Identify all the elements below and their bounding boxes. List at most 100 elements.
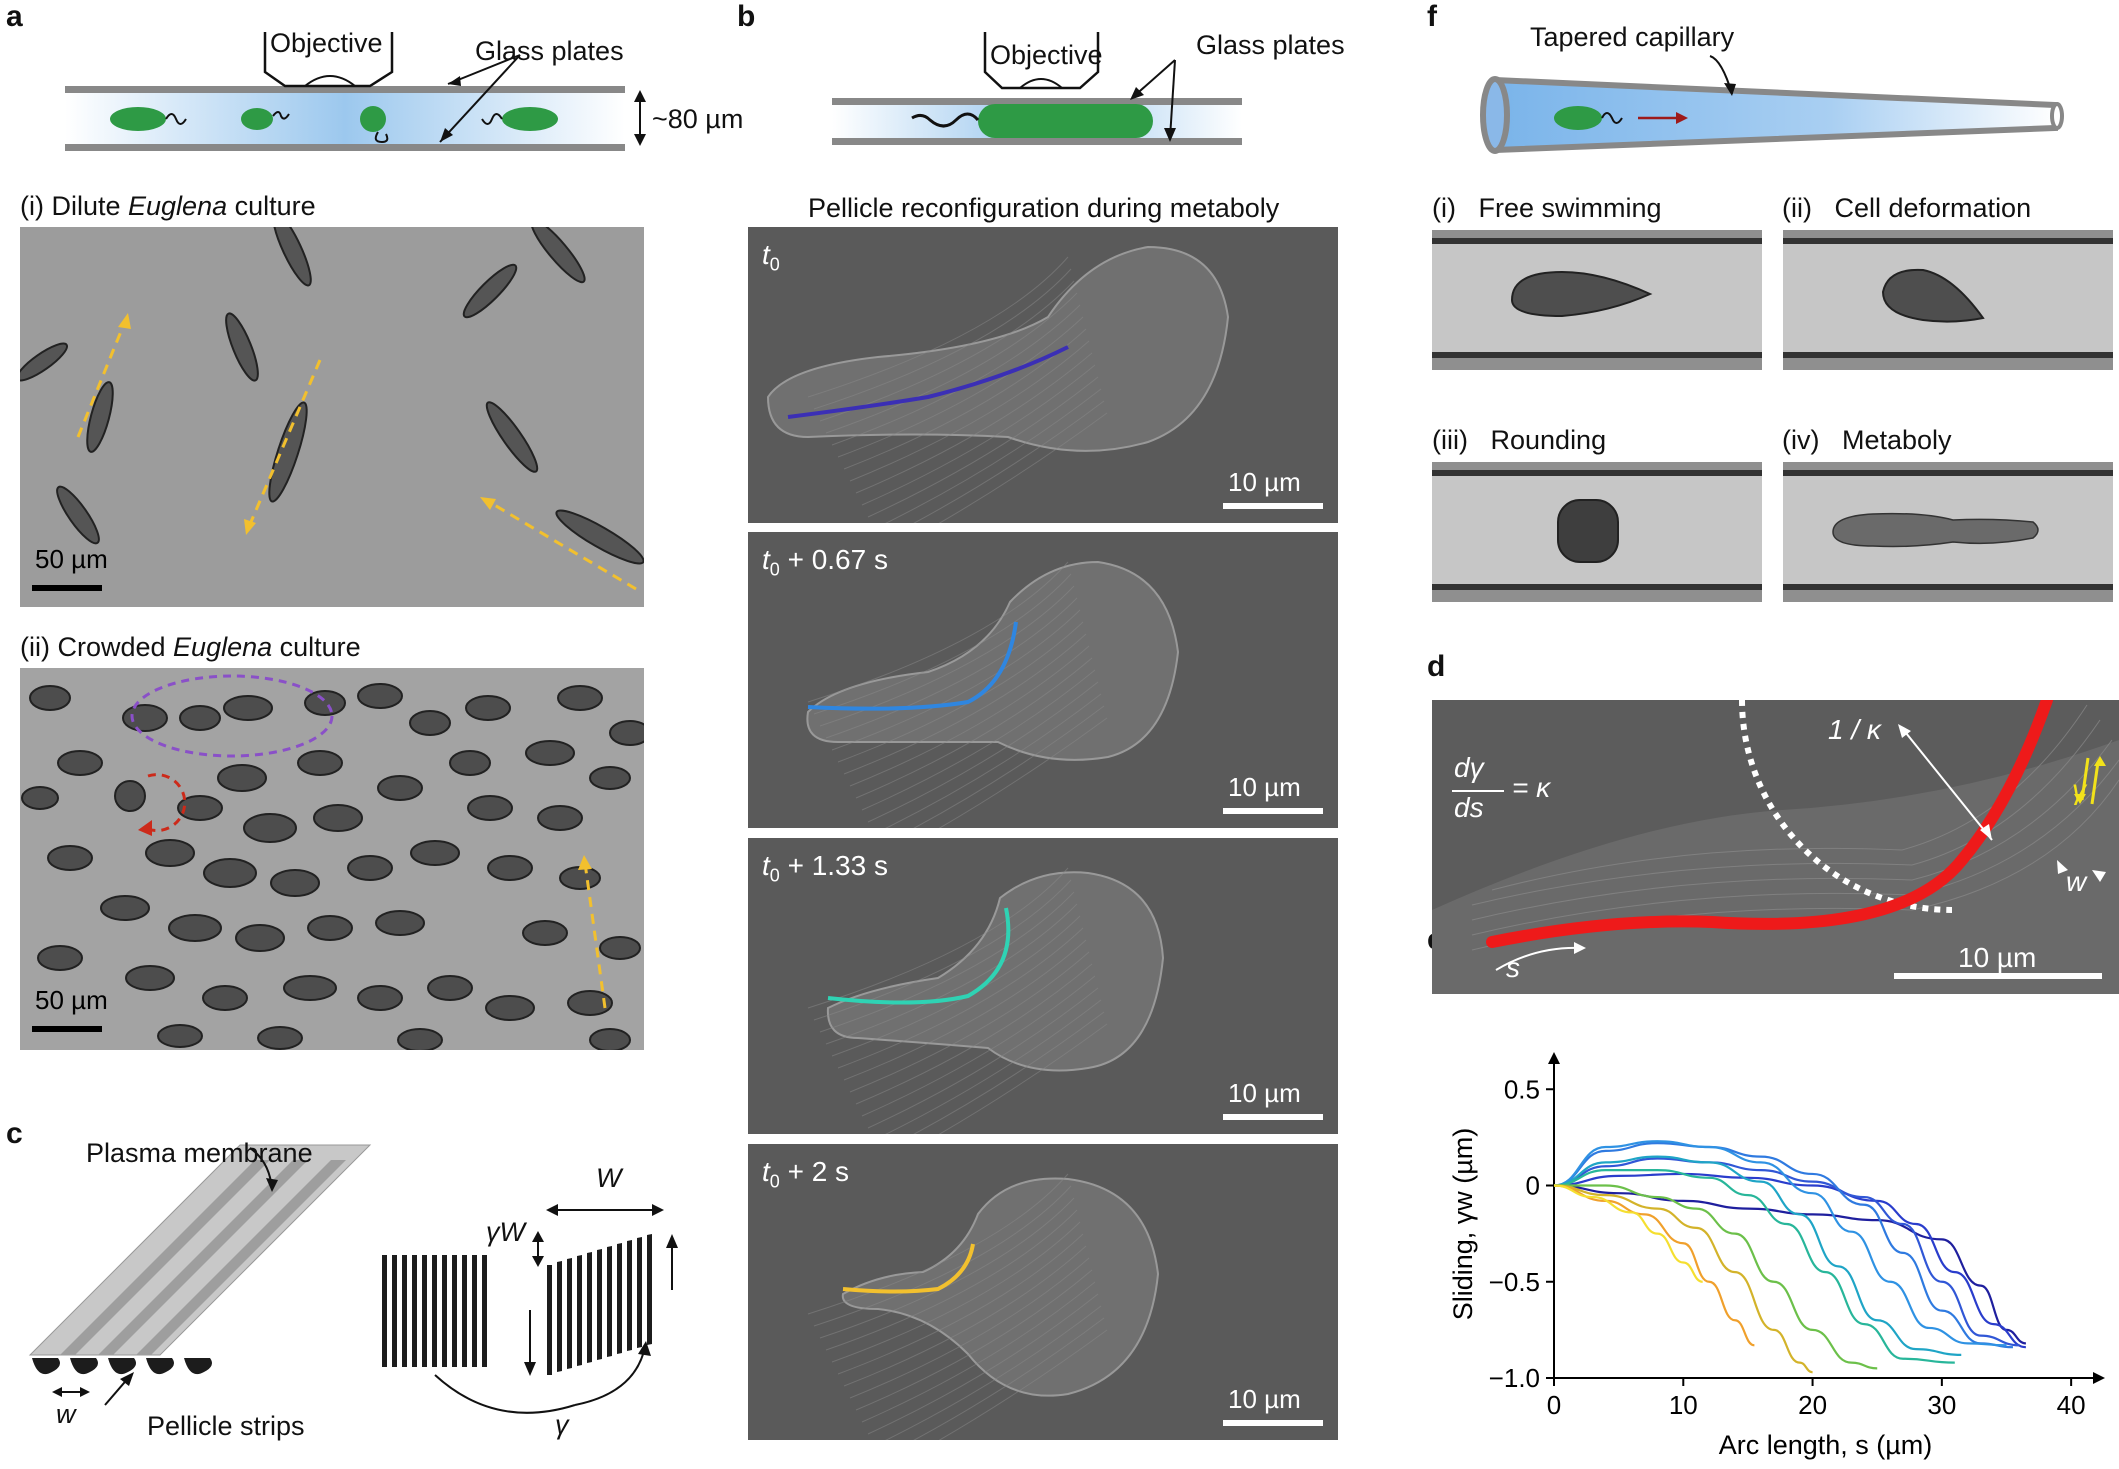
f-ii-title: (ii) Cell deformation <box>1782 193 2032 223</box>
objective-label-b: Objective <box>990 40 1103 70</box>
pellicle-striation <box>861 364 1096 506</box>
micrograph-cell-deformation <box>1783 230 2113 370</box>
pellicle-striation <box>855 352 1093 494</box>
pellicle-striation <box>885 1305 1102 1440</box>
x-tick-label: 10 <box>1669 1390 1698 1420</box>
f-iv-title: (iv) Metaboly <box>1782 425 1952 455</box>
pellicle-striation <box>885 388 1102 523</box>
pellicle-striation <box>807 561 1069 703</box>
capillary-view-iv <box>1783 462 2113 602</box>
scale-label: 10 µm <box>1228 467 1301 497</box>
strip-width-label: w <box>56 1399 76 1429</box>
pellicle-striation <box>813 879 1072 1021</box>
sliding-chart: 0 10 20 30 40 0.5 0 −0.5 −1.0 Arc length, s (µm) S… <box>1448 1052 2105 1460</box>
series-line <box>1553 1184 1813 1374</box>
glass-plates-label-b: Glass plates <box>1196 30 1345 60</box>
pellicle-striation <box>855 1269 1093 1411</box>
series-line <box>1553 1157 2020 1347</box>
frame-t0: t0 10 µm <box>748 227 1338 523</box>
time-label: t0 + 2 s <box>762 1156 850 1192</box>
pellicle-striation <box>825 292 1078 434</box>
scale-bar <box>1223 1114 1323 1120</box>
panel-b-title: Pellicle reconfiguration during metaboly <box>808 193 1280 223</box>
objective-label-a: Objective <box>270 28 383 58</box>
y-tick-label: −0.5 <box>1489 1267 1540 1297</box>
pellicle-striation <box>938 1329 1108 1440</box>
pellicle-striation <box>849 951 1090 1093</box>
frame-t133: t0 + 1.33 s 10 µm <box>748 838 1338 1134</box>
cell-body <box>841 1177 1160 1397</box>
pellicle-striation <box>843 633 1087 775</box>
pellicle-striation <box>938 717 1108 828</box>
chart-plot-area: 0 10 20 30 40 0.5 0 −0.5 −1.0 Arc length, s (µm) S… <box>1448 1052 2105 1460</box>
pellicle-striation <box>913 1011 1105 1134</box>
scale-bar <box>1223 808 1323 814</box>
pellicle-striation <box>885 693 1102 828</box>
pellicle-striation <box>849 645 1090 787</box>
pellicle-striation <box>861 975 1096 1117</box>
pellicle-striation <box>843 1245 1087 1387</box>
pellicle-striation <box>813 268 1072 410</box>
pellicle-striation <box>913 400 1105 523</box>
scale-label: 10 µm <box>1228 772 1301 802</box>
scale-label-a-ii: 50 µm <box>35 985 108 1015</box>
panel-label-d: d <box>1427 650 1446 683</box>
plasma-membrane-label: Plasma membrane <box>86 1138 313 1168</box>
pellicle-striation <box>819 891 1075 1033</box>
crowded-cells <box>21 674 644 1050</box>
y-tick-label: −1.0 <box>1489 1363 1540 1393</box>
micrograph-rounding <box>1432 462 1762 602</box>
series-line <box>1553 1140 2007 1347</box>
subpanel-a-ii-title: (ii) Crowded Euglena culture <box>20 632 361 662</box>
pellicle-striation <box>813 573 1072 715</box>
scale-bar <box>1223 503 1323 509</box>
pellicle-schematic <box>28 1144 678 1414</box>
scale-bar-a-ii <box>32 1026 102 1032</box>
pellicle-striation <box>813 1185 1072 1327</box>
micrograph-pellicle-detail: dγ ds = κ 1 / κ γ w s 10 µm <box>1432 700 2119 994</box>
frame-t2: t0 + 2 s 10 µm <box>748 1144 1338 1440</box>
y-axis-title: Sliding, γw (µm) <box>1448 1128 1478 1321</box>
frame-drawing <box>766 245 1230 523</box>
eq-denominator: ds <box>1454 792 1484 823</box>
pellicle-striation <box>837 316 1084 458</box>
pellicle-striation <box>913 705 1105 828</box>
capillary-schematic <box>1480 55 2064 154</box>
capillary-label: Tapered capillary <box>1530 22 1735 52</box>
scale-bar-a-i <box>32 585 102 591</box>
scale-label-a-i: 50 µm <box>35 544 108 574</box>
eq-fraction-bar <box>1452 790 1504 792</box>
panel-label-a: a <box>6 0 23 33</box>
pellicle-striation <box>938 1023 1108 1134</box>
pellicle-striation <box>861 1281 1096 1423</box>
pellicle-striation <box>913 1317 1105 1440</box>
frame-drawing <box>807 867 1165 1134</box>
pellicle-striation <box>867 376 1099 518</box>
pellicle-striation <box>825 1209 1078 1351</box>
pellicle-striation <box>807 1173 1069 1315</box>
x-tick-label: 20 <box>1798 1390 1827 1420</box>
shear-gammaW-label: γW <box>486 1217 525 1247</box>
x-axis-title: Arc length, s (µm) <box>1719 1430 1933 1460</box>
capillary-view-iii <box>1432 462 1762 602</box>
y-tick-label: 0 <box>1526 1171 1540 1201</box>
gamma-label: γ <box>2072 774 2086 805</box>
scale-label: 10 µm <box>1228 1384 1301 1414</box>
capillary-view-i <box>1432 230 1762 370</box>
tracked-strip-curve <box>787 345 1069 419</box>
pellicle-striation <box>855 657 1093 799</box>
pellicle-striation <box>849 1257 1090 1399</box>
pellicle-striation <box>855 963 1093 1105</box>
series-line <box>1553 1172 2027 1349</box>
pellicle-striation <box>867 1293 1099 1435</box>
arclength-s-label: s <box>1506 952 1520 983</box>
x-axis-arrow <box>2093 1372 2105 1384</box>
shear-gamma-label: γ <box>555 1410 569 1440</box>
pellicle-striation <box>861 669 1096 811</box>
radius-label: 1 / κ <box>1828 714 1881 745</box>
time-label: t0 + 0.67 s <box>762 544 888 580</box>
pellicle-striation <box>831 609 1081 751</box>
micrograph-crowded: 50 µm <box>20 668 644 1050</box>
pellicle-striation <box>849 340 1090 482</box>
eq-numerator: dγ <box>1454 752 1484 783</box>
